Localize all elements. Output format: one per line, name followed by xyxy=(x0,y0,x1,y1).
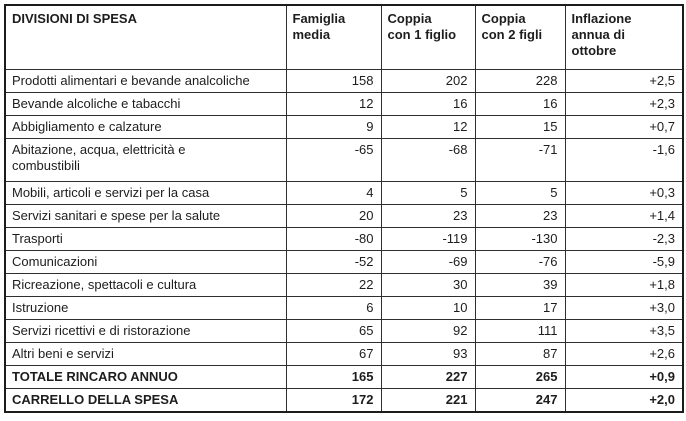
row-label: Prodotti alimentari e bevande analcolich… xyxy=(4,69,287,93)
table-header-row: DIVISIONI DI SPESA Famiglia media Coppia… xyxy=(4,4,684,70)
table-row: Servizi sanitari e spese per la salute 2… xyxy=(4,204,684,228)
cell-coppia-2-figli: 17 xyxy=(474,296,566,320)
cell-famiglia-media: -80 xyxy=(285,227,382,251)
cell-coppia-2-figli: 5 xyxy=(474,181,566,205)
col-header-divisioni-di-spesa: DIVISIONI DI SPESA xyxy=(4,4,287,70)
cell-coppia-1-figlio: 30 xyxy=(380,273,476,297)
table-row: Comunicazioni -52 -69 -76 -5,9 xyxy=(4,250,684,274)
row-label: Istruzione xyxy=(4,296,287,320)
cell-inflazione: -1,6 xyxy=(564,138,684,182)
row-label: Abitazione, acqua, elettricità e combust… xyxy=(4,138,287,182)
cell-famiglia-media: 165 xyxy=(285,365,382,389)
cell-coppia-2-figli: -71 xyxy=(474,138,566,182)
table-row: Prodotti alimentari e bevande analcolich… xyxy=(4,69,684,93)
table-row-totale-rincaro-annuo: TOTALE RINCARO ANNUO 165 227 265 +0,9 xyxy=(4,365,684,389)
table-row: Abitazione, acqua, elettricità e combust… xyxy=(4,138,684,182)
cell-coppia-2-figli: 16 xyxy=(474,92,566,116)
row-label: Bevande alcoliche e tabacchi xyxy=(4,92,287,116)
table-row: Istruzione 6 10 17 +3,0 xyxy=(4,296,684,320)
row-label: TOTALE RINCARO ANNUO xyxy=(4,365,287,389)
table-row: Abbigliamento e calzature 9 12 15 +0,7 xyxy=(4,115,684,139)
cell-coppia-1-figlio: 202 xyxy=(380,69,476,93)
cell-coppia-2-figli: 39 xyxy=(474,273,566,297)
cell-famiglia-media: 12 xyxy=(285,92,382,116)
cell-coppia-1-figlio: 16 xyxy=(380,92,476,116)
col-header-coppia-2-figli: Coppia con 2 figli xyxy=(474,4,566,70)
cell-coppia-2-figli: 15 xyxy=(474,115,566,139)
cell-coppia-1-figlio: 93 xyxy=(380,342,476,366)
cell-famiglia-media: 67 xyxy=(285,342,382,366)
cell-coppia-1-figlio: 92 xyxy=(380,319,476,343)
cell-coppia-2-figli: 23 xyxy=(474,204,566,228)
row-label: Servizi sanitari e spese per la salute xyxy=(4,204,287,228)
cell-famiglia-media: 20 xyxy=(285,204,382,228)
row-label: Altri beni e servizi xyxy=(4,342,287,366)
table-row: Trasporti -80 -119 -130 -2,3 xyxy=(4,227,684,251)
cell-famiglia-media: 172 xyxy=(285,388,382,413)
table-row: Servizi ricettivi e di ristorazione 65 9… xyxy=(4,319,684,343)
cell-coppia-1-figlio: -119 xyxy=(380,227,476,251)
row-label: Ricreazione, spettacoli e cultura xyxy=(4,273,287,297)
cell-coppia-1-figlio: 10 xyxy=(380,296,476,320)
cell-famiglia-media: -52 xyxy=(285,250,382,274)
cell-famiglia-media: 9 xyxy=(285,115,382,139)
cell-inflazione: +2,3 xyxy=(564,92,684,116)
table-row: Bevande alcoliche e tabacchi 12 16 16 +2… xyxy=(4,92,684,116)
cell-coppia-2-figli: 265 xyxy=(474,365,566,389)
cell-inflazione: +2,6 xyxy=(564,342,684,366)
cell-coppia-2-figli: 111 xyxy=(474,319,566,343)
col-header-famiglia-media: Famiglia media xyxy=(285,4,382,70)
cell-coppia-1-figlio: 23 xyxy=(380,204,476,228)
row-label: CARRELLO DELLA SPESA xyxy=(4,388,287,413)
cell-coppia-1-figlio: -69 xyxy=(380,250,476,274)
spending-table: DIVISIONI DI SPESA Famiglia media Coppia… xyxy=(4,4,684,413)
cell-coppia-1-figlio: 227 xyxy=(380,365,476,389)
cell-famiglia-media: 6 xyxy=(285,296,382,320)
cell-coppia-2-figli: 228 xyxy=(474,69,566,93)
cell-coppia-2-figli: 87 xyxy=(474,342,566,366)
cell-inflazione: +3,0 xyxy=(564,296,684,320)
cell-inflazione: -5,9 xyxy=(564,250,684,274)
cell-inflazione: +2,5 xyxy=(564,69,684,93)
table-row: Ricreazione, spettacoli e cultura 22 30 … xyxy=(4,273,684,297)
cell-inflazione: +0,9 xyxy=(564,365,684,389)
cell-coppia-1-figlio: 221 xyxy=(380,388,476,413)
row-label: Abbigliamento e calzature xyxy=(4,115,287,139)
row-label: Comunicazioni xyxy=(4,250,287,274)
col-header-coppia-1-figlio: Coppia con 1 figlio xyxy=(380,4,476,70)
row-label: Trasporti xyxy=(4,227,287,251)
cell-inflazione: -2,3 xyxy=(564,227,684,251)
cell-famiglia-media: 4 xyxy=(285,181,382,205)
cell-inflazione: +0,3 xyxy=(564,181,684,205)
cell-famiglia-media: -65 xyxy=(285,138,382,182)
table-row: Mobili, articoli e servizi per la casa 4… xyxy=(4,181,684,205)
cell-inflazione: +1,8 xyxy=(564,273,684,297)
cell-coppia-2-figli: -76 xyxy=(474,250,566,274)
row-label: Mobili, articoli e servizi per la casa xyxy=(4,181,287,205)
cell-coppia-2-figli: -130 xyxy=(474,227,566,251)
cell-coppia-2-figli: 247 xyxy=(474,388,566,413)
cell-coppia-1-figlio: 12 xyxy=(380,115,476,139)
cell-famiglia-media: 158 xyxy=(285,69,382,93)
table-row: Altri beni e servizi 67 93 87 +2,6 xyxy=(4,342,684,366)
cell-coppia-1-figlio: 5 xyxy=(380,181,476,205)
cell-inflazione: +0,7 xyxy=(564,115,684,139)
cell-inflazione: +1,4 xyxy=(564,204,684,228)
cell-inflazione: +3,5 xyxy=(564,319,684,343)
table-row-carrello-della-spesa: CARRELLO DELLA SPESA 172 221 247 +2,0 xyxy=(4,388,684,413)
row-label: Servizi ricettivi e di ristorazione xyxy=(4,319,287,343)
cell-inflazione: +2,0 xyxy=(564,388,684,413)
col-header-inflazione: Inflazione annua di ottobre xyxy=(564,4,684,70)
cell-famiglia-media: 22 xyxy=(285,273,382,297)
cell-coppia-1-figlio: -68 xyxy=(380,138,476,182)
cell-famiglia-media: 65 xyxy=(285,319,382,343)
